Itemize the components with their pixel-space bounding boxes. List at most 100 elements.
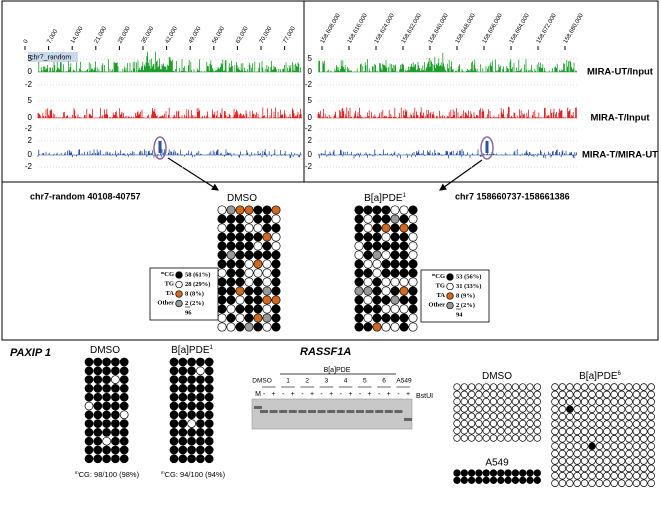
cpg-site (253, 250, 263, 260)
cpg-site (187, 366, 196, 376)
cpg-site (632, 435, 641, 443)
cpg-site (217, 205, 227, 215)
gel-band (404, 418, 412, 421)
cpg-site (573, 472, 581, 480)
cpg-site (244, 214, 254, 224)
cpg-site (399, 259, 409, 269)
cpg-site (558, 390, 567, 399)
cpg-site (467, 419, 476, 428)
lane-label: - (320, 391, 323, 398)
ruler-label: 158,632,000 (401, 12, 423, 44)
cpg-site (533, 434, 541, 442)
cpg-site (119, 419, 129, 428)
cpg-site (372, 250, 382, 260)
cpg-site (262, 241, 272, 251)
cpg-site (399, 223, 409, 233)
cpg-site (511, 419, 520, 428)
cpg-site (408, 268, 418, 278)
cpg-site (244, 250, 254, 260)
cpg-site (381, 205, 391, 215)
cpg-site (111, 375, 120, 384)
cpg-site (617, 472, 626, 480)
superscript: 6 (618, 371, 622, 377)
cpg-site (497, 434, 505, 442)
cpg-site (271, 205, 281, 215)
cpg-site (187, 419, 196, 428)
cpg-site (244, 295, 254, 305)
cpg-site (647, 390, 655, 399)
cpg-site (235, 277, 245, 287)
cpg-site (580, 435, 589, 443)
cpg-site (93, 419, 103, 428)
cpg-site (119, 392, 129, 402)
cpg-site (187, 436, 196, 446)
legend-marker (175, 290, 183, 298)
region-label: chr7 158660737-158661386 (455, 191, 570, 201)
cpg-site (551, 398, 559, 406)
cpg-site (526, 397, 534, 406)
cpg-site (102, 375, 111, 384)
cpg-site (196, 357, 205, 367)
cpg-site (363, 214, 373, 224)
cpg-site (372, 232, 382, 242)
cpg-site (93, 436, 103, 446)
text: TG (436, 283, 445, 290)
cpg-site (482, 383, 490, 391)
track-axis-label: 2 (308, 136, 313, 145)
cpg-site (372, 313, 382, 323)
cpg-site (111, 410, 120, 420)
cpg-site (588, 405, 596, 413)
cpg-site (489, 469, 498, 477)
cpg-site (187, 428, 196, 437)
cpg-site (169, 392, 179, 402)
text: B[a]PDE (364, 193, 403, 204)
cpg-site (566, 398, 574, 406)
cpg-site (647, 383, 655, 391)
cpg-site (482, 412, 490, 420)
highlight-oval (153, 136, 167, 160)
cpg-site (551, 405, 559, 413)
cpg-site (595, 435, 604, 443)
cpg-site (467, 427, 476, 435)
cpg-site (372, 286, 382, 296)
cpg-site (399, 313, 409, 323)
cpg-site (551, 479, 559, 487)
cpg-site (603, 383, 611, 391)
cpg-site (460, 427, 468, 435)
cpg-site (610, 427, 618, 436)
cpg-site (460, 383, 468, 391)
cpg-site (573, 398, 581, 406)
cpg-site (262, 250, 272, 260)
condition-label: B[a]PDE6 (579, 371, 621, 382)
ruler-label: 158,672,000 (536, 12, 558, 44)
cpg-site (595, 420, 604, 428)
cpg-site (399, 268, 409, 278)
highlight-oval (480, 136, 494, 160)
cpg-site (84, 401, 94, 411)
ruler-label: 158,648,000 (455, 12, 477, 44)
legend-count: 28 (29%) (185, 281, 210, 288)
cpg-site (526, 383, 534, 391)
cpg-site (119, 410, 129, 420)
dose-label: 6 (382, 378, 386, 385)
cpg-site (119, 428, 129, 437)
cpg-site (271, 304, 281, 314)
legend-count: 53 (56%) (456, 273, 481, 280)
cpg-site (93, 357, 103, 367)
cpg-site (511, 434, 520, 442)
cpg-site (399, 277, 409, 287)
cpg-site (187, 392, 196, 402)
cpg-site (566, 405, 574, 413)
cpg-site (610, 479, 618, 487)
text: DMSO (90, 345, 120, 356)
cpg-site (489, 434, 498, 442)
dose-label: 4 (344, 378, 348, 385)
cpg-site (271, 241, 281, 251)
arrow (167, 157, 220, 191)
track-axis-label: 0 (28, 113, 33, 122)
cpg-site (244, 277, 254, 287)
text: Other (428, 302, 445, 309)
cpg-site (573, 420, 581, 428)
cpg-site (497, 412, 505, 420)
